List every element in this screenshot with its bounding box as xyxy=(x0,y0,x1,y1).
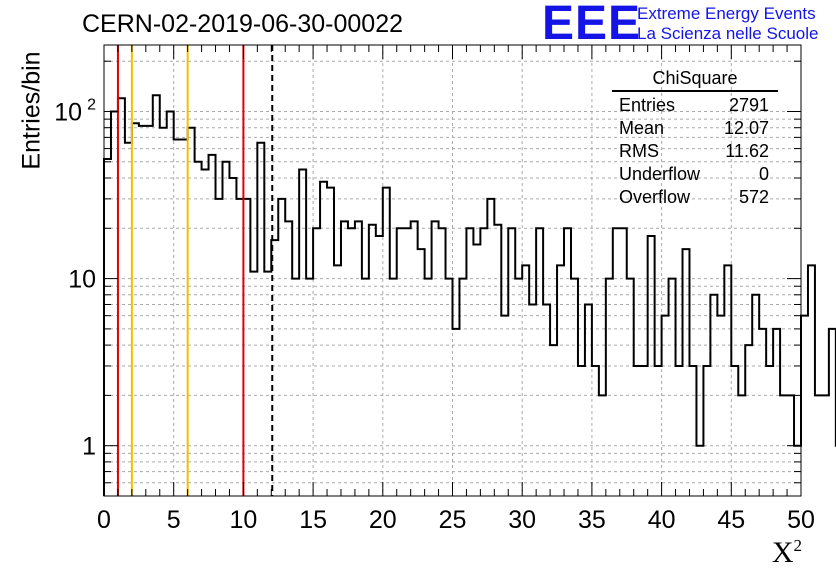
x-tick-label: 30 xyxy=(508,506,536,534)
stats-row-rms: RMS 11.62 xyxy=(612,140,778,163)
x-tick-label: 40 xyxy=(648,506,676,534)
stats-row-entries: Entries 2791 xyxy=(612,94,778,117)
x-axis-title: X2 xyxy=(772,536,802,570)
stats-row-overflow: Overflow 572 xyxy=(612,186,778,209)
y-tick-label: 10 xyxy=(54,98,82,126)
stats-row-mean: Mean 12.07 xyxy=(612,117,778,140)
y-tick-label-exponent: 2 xyxy=(87,96,96,113)
y-axis-title: Entries/bin xyxy=(17,51,46,170)
stats-row-underflow: Underflow 0 xyxy=(612,163,778,186)
eee-logo-line2: La Scienza nelle Scuole xyxy=(637,24,819,43)
stats-label: Overflow xyxy=(619,187,691,207)
chart-title: CERN-02-2019-06-30-00022 xyxy=(82,10,404,38)
eee-logo: EEE xyxy=(542,0,642,50)
stats-value: 2791 xyxy=(728,95,769,115)
x-tick-label: 50 xyxy=(787,506,815,534)
x-tick-label: 5 xyxy=(167,506,181,534)
x-tick-label: 45 xyxy=(717,506,745,534)
stats-box: ChiSquare Entries 2791 Mean 12.07 RMS 11… xyxy=(612,68,778,209)
x-tick-label: 20 xyxy=(369,506,397,534)
stats-label: RMS xyxy=(619,141,659,161)
stats-label: Entries xyxy=(619,95,676,115)
y-tick-label: 10 xyxy=(68,266,96,294)
x-tick-label: 0 xyxy=(97,506,111,534)
x-axis-title-sup: 2 xyxy=(793,536,803,555)
stats-value: 0 xyxy=(758,164,769,184)
stats-label: Underflow xyxy=(619,164,701,184)
stats-title: ChiSquare xyxy=(612,68,778,92)
x-tick-label: 25 xyxy=(439,506,467,534)
stats-value: 12.07 xyxy=(723,118,769,138)
stats-label: Mean xyxy=(619,118,665,138)
stats-value: 572 xyxy=(738,187,769,207)
y-tick-label: 1 xyxy=(82,433,96,461)
eee-logo-line1: Extreme Energy Events xyxy=(637,4,816,23)
x-tick-label: 35 xyxy=(578,506,606,534)
x-tick-label: 10 xyxy=(229,506,257,534)
x-axis-title-base: X xyxy=(771,536,794,569)
stats-value: 11.62 xyxy=(725,141,769,161)
x-tick-label: 15 xyxy=(299,506,327,534)
